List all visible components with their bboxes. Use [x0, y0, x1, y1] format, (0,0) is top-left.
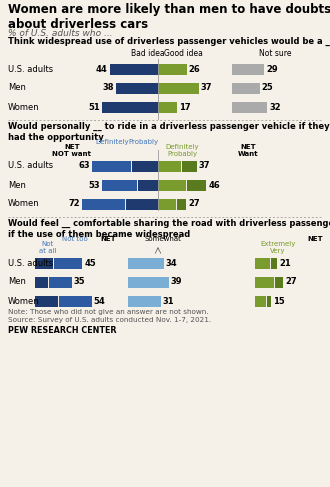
Bar [186, 180, 206, 190]
Text: 27: 27 [285, 278, 297, 286]
Text: U.S. adults: U.S. adults [8, 259, 53, 267]
Bar [128, 277, 169, 287]
Bar [35, 277, 48, 287]
Text: NET: NET [100, 236, 116, 242]
Bar [158, 101, 177, 112]
Text: 31: 31 [163, 297, 174, 305]
Bar [35, 258, 53, 268]
Bar [255, 277, 274, 287]
Text: 46: 46 [208, 181, 220, 189]
Text: Note: Those who did not give an answer are not shown.
Source: Survey of U.S. adu: Note: Those who did not give an answer a… [8, 309, 211, 323]
Bar [116, 82, 158, 94]
Text: Definitely: Definitely [95, 139, 129, 145]
Text: NET
NOT want: NET NOT want [52, 144, 91, 157]
Bar [232, 63, 264, 75]
Bar [158, 199, 176, 209]
Bar [110, 63, 158, 75]
Bar [266, 296, 271, 306]
Bar [102, 180, 137, 190]
Text: Men: Men [8, 181, 26, 189]
Bar [176, 199, 186, 209]
Bar [158, 161, 181, 171]
Bar [255, 296, 266, 306]
Bar [232, 101, 267, 112]
Bar [137, 180, 158, 190]
Text: U.S. adults: U.S. adults [8, 64, 53, 74]
Text: 34: 34 [166, 259, 177, 267]
Text: 32: 32 [269, 102, 281, 112]
Bar [158, 180, 186, 190]
Text: 54: 54 [94, 297, 106, 305]
Bar [102, 101, 158, 112]
Text: 72: 72 [69, 200, 81, 208]
Text: 27: 27 [188, 200, 200, 208]
Bar [158, 82, 199, 94]
Bar [158, 63, 186, 75]
Text: Good idea: Good idea [164, 49, 202, 58]
Text: Not
at all: Not at all [39, 241, 57, 254]
Text: Definitely
Probably: Definitely Probably [165, 144, 199, 157]
Text: Extremely
Very: Extremely Very [260, 241, 296, 254]
Text: NET: NET [307, 236, 323, 242]
Text: U.S. adults: U.S. adults [8, 162, 53, 170]
Bar [128, 258, 164, 268]
Bar [53, 258, 82, 268]
Text: 37: 37 [201, 83, 212, 93]
Text: PEW RESEARCH CENTER: PEW RESEARCH CENTER [8, 326, 116, 335]
Text: % of U.S. adults who ...: % of U.S. adults who ... [8, 29, 113, 38]
Text: 37: 37 [199, 162, 210, 170]
Bar [125, 199, 158, 209]
Bar [48, 277, 72, 287]
Text: 17: 17 [179, 102, 190, 112]
Text: 15: 15 [273, 297, 284, 305]
Text: Think widespread use of driverless passenger vehicles would be a __ for society: Think widespread use of driverless passe… [8, 37, 330, 46]
Text: Not too: Not too [62, 236, 88, 242]
Text: Men: Men [8, 83, 26, 93]
Bar [255, 258, 270, 268]
Text: Not sure: Not sure [259, 49, 291, 58]
Text: 45: 45 [84, 259, 96, 267]
Bar [58, 296, 92, 306]
Bar [274, 277, 283, 287]
Text: 35: 35 [74, 278, 85, 286]
Text: Women: Women [8, 297, 40, 305]
Text: 25: 25 [261, 83, 273, 93]
Text: 44: 44 [96, 64, 108, 74]
Text: 51: 51 [88, 102, 100, 112]
Bar [35, 296, 58, 306]
Text: 63: 63 [78, 162, 90, 170]
Text: 21: 21 [279, 259, 291, 267]
Text: Somewhat: Somewhat [145, 236, 182, 242]
Text: Women: Women [8, 102, 40, 112]
Text: Bad idea: Bad idea [131, 49, 165, 58]
Bar [82, 199, 125, 209]
Text: Women: Women [8, 200, 40, 208]
Text: Women are more likely than men to have doubts
about driverless cars: Women are more likely than men to have d… [8, 3, 330, 32]
Bar [92, 161, 131, 171]
Text: 53: 53 [89, 181, 100, 189]
Bar [270, 258, 277, 268]
Bar [131, 161, 158, 171]
Text: 39: 39 [171, 278, 182, 286]
Text: Would feel __ comfortable sharing the road with driverless passenger vehicles
if: Would feel __ comfortable sharing the ro… [8, 219, 330, 239]
Bar [181, 161, 197, 171]
Text: 29: 29 [266, 64, 278, 74]
Text: NET
Want: NET Want [238, 144, 258, 157]
Text: Probably: Probably [128, 139, 158, 145]
Bar [232, 82, 259, 94]
Text: Would personally __ to ride in a driverless passenger vehicle if they
had the op: Would personally __ to ride in a driverl… [8, 122, 330, 142]
Text: 38: 38 [103, 83, 114, 93]
Bar [128, 296, 161, 306]
Text: 26: 26 [189, 64, 200, 74]
Text: Men: Men [8, 278, 26, 286]
